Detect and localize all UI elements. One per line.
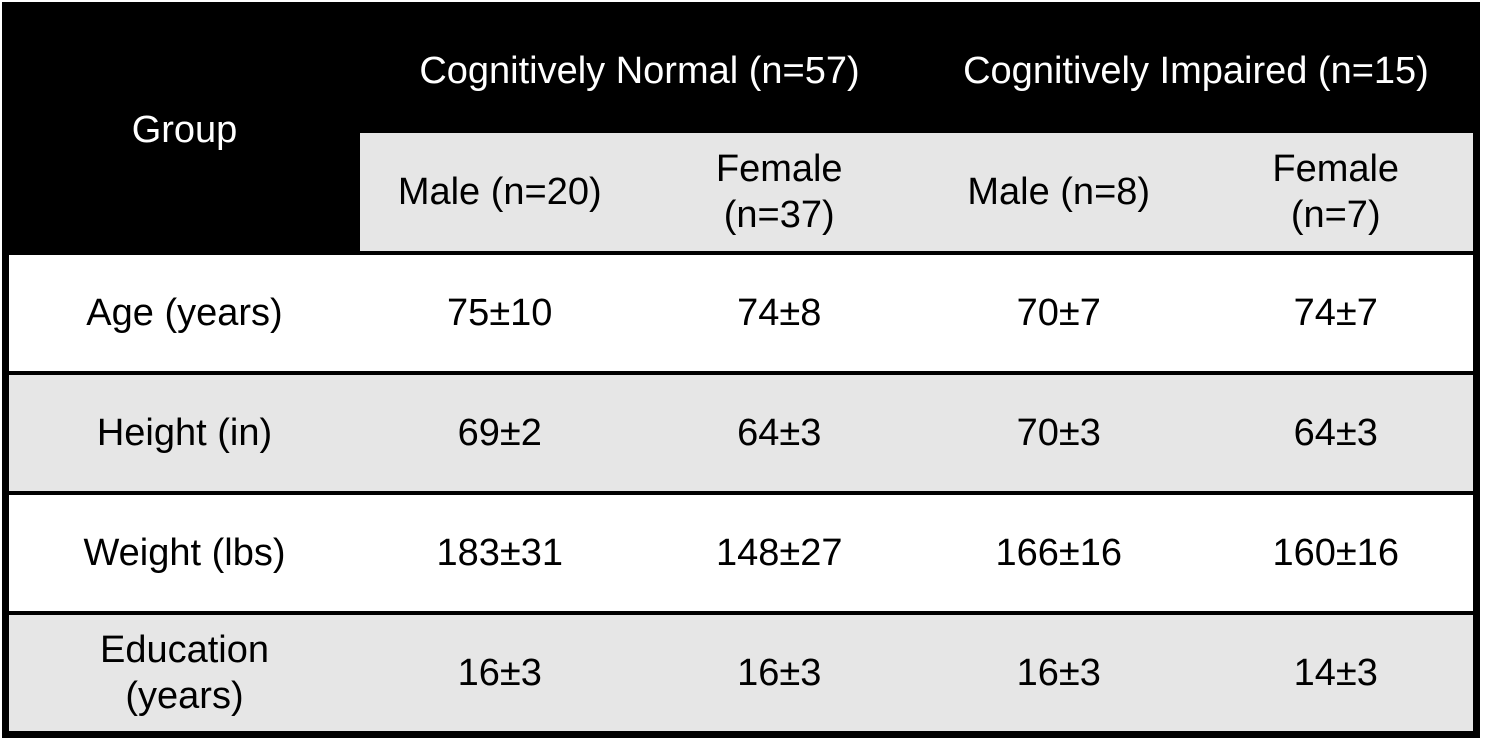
value-cell: 64±3 bbox=[737, 411, 822, 454]
table-row-height: Height (in) 69±2 64±3 70±3 64±3 bbox=[5, 373, 1477, 493]
subheader-cell-normal-female: Female (n=37) bbox=[639, 133, 919, 253]
value-cell: 16±3 bbox=[457, 651, 542, 694]
value-cell: 16±3 bbox=[737, 651, 822, 694]
row-label-height: Height (in) bbox=[96, 411, 273, 454]
value-cell: 64±3 bbox=[1293, 411, 1378, 454]
value-cell: 70±3 bbox=[1016, 411, 1101, 454]
header-row-groups: Group Cognitively Normal (n=57) Cognitiv… bbox=[5, 5, 1477, 253]
subheader-cell-impaired-male: Male (n=8) bbox=[918, 133, 1199, 253]
table-row-education: Education (years) 16±3 16±3 16±3 14±3 bbox=[5, 613, 1477, 735]
value-cell: 148±27 bbox=[715, 531, 843, 574]
header-cell-group: Group bbox=[5, 5, 360, 253]
value-cell: 16±3 bbox=[1016, 651, 1101, 694]
value-cell: 160±16 bbox=[1272, 531, 1399, 574]
value-cell: 183±31 bbox=[436, 531, 563, 574]
table-container: Group Cognitively Normal (n=57) Cognitiv… bbox=[2, 2, 1480, 738]
value-cell: 75±10 bbox=[447, 291, 553, 334]
demographics-table: Group Cognitively Normal (n=57) Cognitiv… bbox=[2, 2, 1480, 738]
subheader-cell-normal-male: Male (n=20) bbox=[360, 133, 640, 253]
header-cell-cognitively-impaired: Cognitively Impaired (n=15) bbox=[918, 5, 1477, 133]
table-row-weight: Weight (lbs) 183±31 148±27 166±16 160±16 bbox=[5, 493, 1477, 613]
value-cell: 14±3 bbox=[1293, 651, 1378, 694]
value-cell: 166±16 bbox=[995, 531, 1122, 574]
row-label-education: Education (years) bbox=[99, 628, 269, 717]
row-label-weight: Weight (lbs) bbox=[83, 531, 286, 574]
value-cell: 74±8 bbox=[737, 291, 822, 334]
table-row-age: Age (years) 75±10 74±8 70±7 74±7 bbox=[5, 253, 1477, 373]
header-cell-cognitively-normal: Cognitively Normal (n=57) bbox=[360, 5, 919, 133]
row-label-age: Age (years) bbox=[86, 291, 283, 334]
header-row-sex: Male (n=20) Female (n=37) Male (n=8) Fem… bbox=[6, 133, 1477, 253]
value-cell: 70±7 bbox=[1016, 291, 1101, 334]
value-cell: 74±7 bbox=[1293, 291, 1378, 334]
value-cell: 69±2 bbox=[457, 411, 542, 454]
subheader-cell-impaired-female: Female (n=7) bbox=[1198, 133, 1477, 253]
